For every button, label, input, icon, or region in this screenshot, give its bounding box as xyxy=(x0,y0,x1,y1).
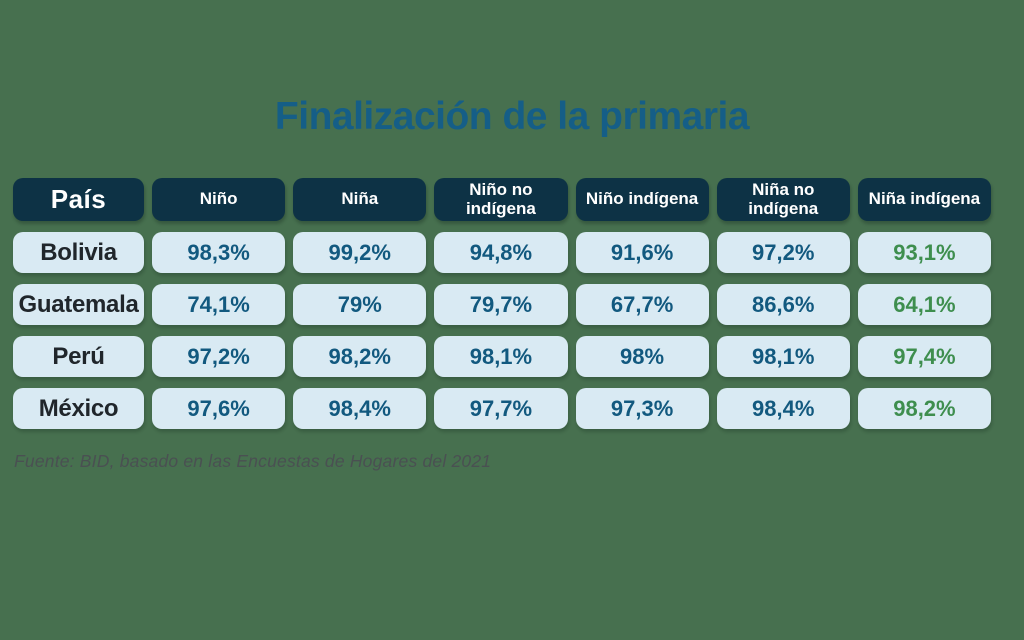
value-cell: 86,6% xyxy=(716,284,850,325)
value-cell: 79% xyxy=(293,284,427,325)
value-cell: 99,2% xyxy=(293,232,427,273)
country-cell: Bolivia xyxy=(13,232,144,273)
column-header-nino-no-indigena: Niño no indígena xyxy=(434,178,568,221)
value-cell: 98,3% xyxy=(152,232,286,273)
value-cell: 98,2% xyxy=(293,336,427,377)
value-cell: 64,1% xyxy=(857,284,991,325)
value-cell: 97,2% xyxy=(152,336,286,377)
value-cell: 91,6% xyxy=(575,232,709,273)
column-header-nina-indigena: Niña indígena xyxy=(857,178,991,221)
page-title: Finalización de la primaria xyxy=(274,95,750,138)
value-cell: 97,6% xyxy=(152,388,286,429)
country-cell: México xyxy=(13,388,144,429)
column-header-nino: Niño xyxy=(152,178,286,221)
country-cell: Guatemala xyxy=(13,284,144,325)
column-header-nina-no-indigena: Niña no indígena xyxy=(716,178,850,221)
value-cell: 93,1% xyxy=(857,232,991,273)
value-cell: 98% xyxy=(575,336,709,377)
value-cell: 67,7% xyxy=(575,284,709,325)
value-cell: 97,2% xyxy=(716,232,850,273)
value-cell: 74,1% xyxy=(152,284,286,325)
value-cell: 79,7% xyxy=(434,284,568,325)
value-cell: 98,1% xyxy=(434,336,568,377)
column-header-nino-indigena: Niño indígena xyxy=(575,178,709,221)
value-cell: 94,8% xyxy=(434,232,568,273)
value-cell: 98,1% xyxy=(716,336,850,377)
value-cell: 97,3% xyxy=(575,388,709,429)
column-header-pais: País xyxy=(13,178,144,221)
data-table: País Niño Niña Niño no indígena Niño indígen… xyxy=(13,178,991,429)
value-cell: 97,4% xyxy=(857,336,991,377)
value-cell: 98,2% xyxy=(857,388,991,429)
value-cell: 98,4% xyxy=(716,388,850,429)
value-cell: 98,4% xyxy=(293,388,427,429)
country-cell: Perú xyxy=(13,336,144,377)
column-header-nina: Niña xyxy=(293,178,427,221)
source-note: Fuente: BID, basado en las Encuestas de … xyxy=(14,451,492,471)
value-cell: 97,7% xyxy=(434,388,568,429)
